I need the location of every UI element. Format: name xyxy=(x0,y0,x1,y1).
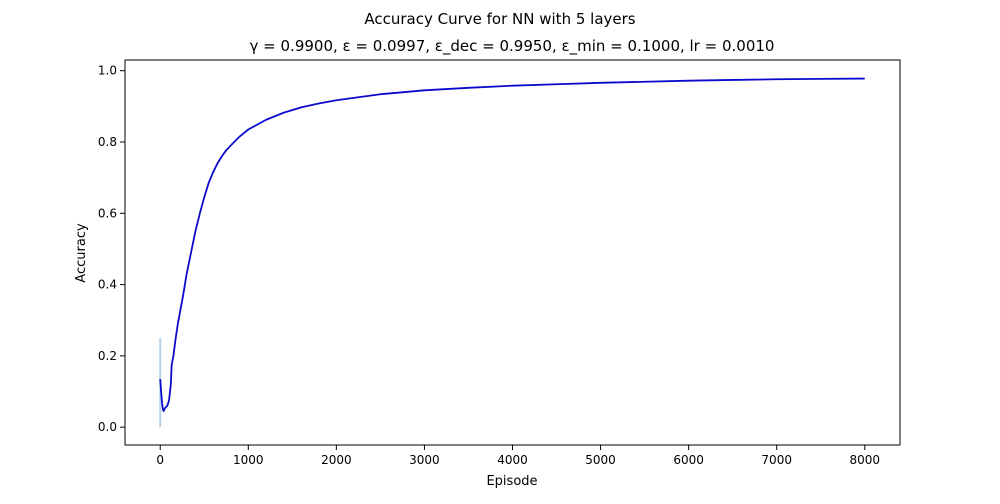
y-tick-label: 0.6 xyxy=(98,206,117,220)
x-axis: 0 1000 2000 3000 4000 5000 6000 7000 8000 xyxy=(156,445,880,467)
x-tick-label: 8000 xyxy=(849,453,880,467)
plot-area xyxy=(124,59,901,446)
y-axis-label: Accuracy xyxy=(74,223,89,283)
x-tick-label: 0 xyxy=(156,453,164,467)
y-tick-label: 1.0 xyxy=(98,64,117,78)
x-tick-label: 6000 xyxy=(673,453,704,467)
y-tick-label: 0.2 xyxy=(98,349,117,363)
x-tick-label: 2000 xyxy=(321,453,352,467)
series-layer xyxy=(159,77,865,428)
chart-subtitle: γ = 0.9900, ε = 0.0997, ε_dec = 0.9950, … xyxy=(250,37,775,56)
x-tick-label: 4000 xyxy=(497,453,528,467)
x-tick-label: 7000 xyxy=(761,453,792,467)
x-tick-label: 1000 xyxy=(233,453,264,467)
y-tick-label: 0.4 xyxy=(98,278,117,292)
x-axis-label: Episode xyxy=(486,474,537,489)
x-tick-label: 5000 xyxy=(585,453,616,467)
y-tick-label: 0.8 xyxy=(98,135,117,149)
x-tick-label: 3000 xyxy=(409,453,440,467)
y-axis: 0.0 0.2 0.4 0.6 0.8 1.0 xyxy=(98,64,125,434)
y-tick-label: 0.0 xyxy=(98,420,117,434)
chart-title: Accuracy Curve for NN with 5 layers xyxy=(364,10,635,28)
accuracy-series-line xyxy=(159,77,865,413)
